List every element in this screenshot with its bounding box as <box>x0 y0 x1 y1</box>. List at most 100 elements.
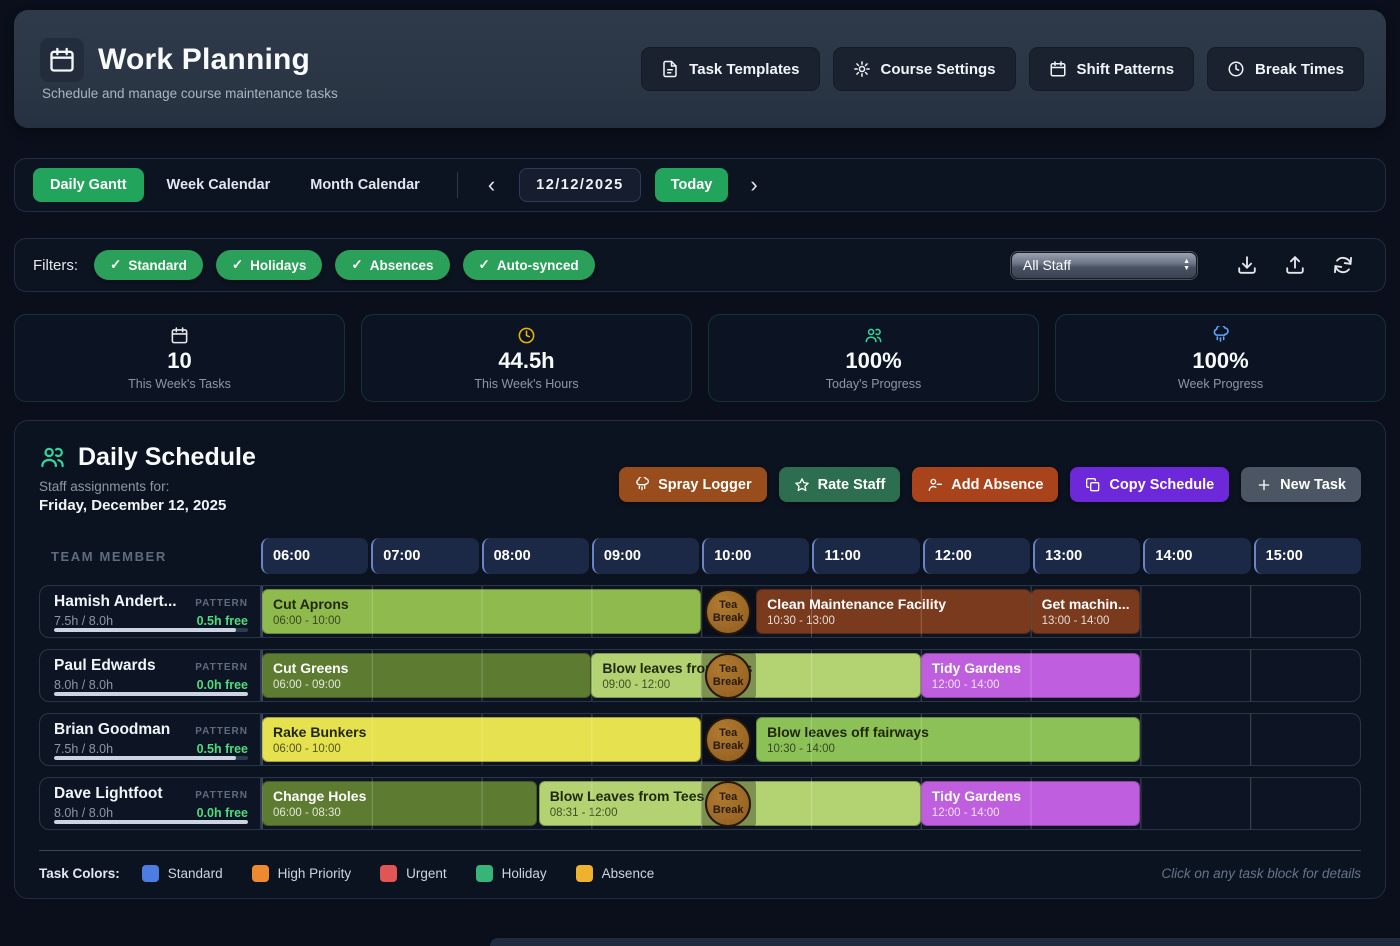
task-block-change-holes[interactable]: Change Holes 06:00 - 08:30 <box>262 781 537 826</box>
filter-pill-standard[interactable]: ✓ Standard <box>94 250 203 280</box>
legend-swatch <box>251 865 269 882</box>
task-block-blow-leaves-from-tees[interactable]: Blow leaves from Tees 09:00 - 12:00 <box>591 653 921 698</box>
date-input[interactable]: 12/12/2025 <box>519 168 641 202</box>
prev-day-button[interactable]: ‹ <box>487 172 496 197</box>
toolbar-divider <box>456 172 458 198</box>
time-slot-0900: 09:00 <box>591 538 700 574</box>
member-hours: 7.5h / 8.0h <box>54 742 114 756</box>
break-times-button[interactable]: Break Times <box>1207 47 1364 91</box>
row-timeline: Rake Bunkers 06:00 - 10:00 Blow leaves off… <box>262 714 1360 765</box>
time-slot-1300: 13:00 <box>1033 538 1141 574</box>
member-hours: 8.0h / 8.0h <box>54 678 114 692</box>
task-block-cut-aprons[interactable]: Cut Aprons 06:00 - 10:00 <box>262 589 702 634</box>
clock-icon <box>1227 60 1245 78</box>
course-settings-button[interactable]: Course Settings <box>832 47 1016 91</box>
task-block-get-machin-[interactable]: Get machin... 13:00 - 14:00 <box>1030 589 1141 634</box>
pattern-label: PATTERN <box>195 790 248 801</box>
filters-label: Filters: <box>33 256 78 274</box>
row-timeline: Cut Greens 06:00 - 09:00 Blow leaves from … <box>262 650 1360 701</box>
task-block-rake-bunkers[interactable]: Rake Bunkers 06:00 - 10:00 <box>262 717 702 762</box>
tab-daily-gantt[interactable]: Daily Gantt <box>33 168 144 202</box>
download-icon[interactable] <box>1223 254 1271 276</box>
select-arrows-icon: ▲ ▼ <box>1183 257 1190 272</box>
stat-value: 44.5h <box>498 347 555 373</box>
daily-schedule-card: Daily Schedule Staff assignments for: Fr… <box>14 420 1386 899</box>
rate-staff-button[interactable]: Rate Staff <box>778 467 901 502</box>
tea-break-marker[interactable]: Tea Break <box>705 780 752 827</box>
task-templates-button[interactable]: Task Templates <box>641 47 820 91</box>
legend-items: Standard High Priority Urgent Holiday Absenc… <box>141 865 683 882</box>
time-slot-0600: 06:00 <box>261 538 369 574</box>
member-progress-bar <box>54 756 248 760</box>
member-free-hours: 0.5h free <box>196 614 248 628</box>
filters-bar: Filters: ✓ Standard ✓ Holidays ✓ Absences ✓ Aut… <box>14 238 1386 292</box>
task-block-tidy-gardens[interactable]: Tidy Gardens 12:00 - 14:00 <box>920 653 1141 698</box>
calendar-icon <box>170 326 189 345</box>
team-member-column-label: TEAM MEMBER <box>51 548 167 564</box>
member-name: Paul Edwards <box>54 657 156 674</box>
member-cell[interactable]: Dave Lightfoot PATTERN 8.0h / 8.0h 0.0h fre… <box>40 778 262 829</box>
stat-card-this-week-s-tasks: 10 This Week's Tasks <box>14 314 345 402</box>
filter-pill-auto-synced[interactable]: ✓ Auto-synced <box>462 250 595 280</box>
file-text-icon <box>661 60 679 78</box>
app-header: Work Planning Schedule and manage course… <box>14 10 1386 128</box>
page-title: Work Planning <box>98 42 311 76</box>
shift-patterns-button[interactable]: Shift Patterns <box>1028 47 1195 91</box>
time-slot-1400: 14:00 <box>1143 538 1251 574</box>
gantt-rows: Hamish Andert... PATTERN 7.5h / 8.0h 0.5h f… <box>39 585 1361 830</box>
legend-swatch <box>141 865 159 882</box>
member-cell[interactable]: Paul Edwards PATTERN 8.0h / 8.0h 0.0h free <box>40 650 262 701</box>
tab-week-calendar[interactable]: Week Calendar <box>166 177 271 193</box>
schedule-title: Daily Schedule <box>78 443 256 471</box>
schedule-date: Friday, December 12, 2025 <box>39 497 227 514</box>
time-slot-1100: 11:00 <box>812 538 920 574</box>
timeline-header: TEAM MEMBER 06:00 07:00 08:00 09:00 10:00 11:… <box>39 538 1361 574</box>
copy-schedule-button[interactable]: Copy Schedule <box>1070 467 1230 502</box>
new-task-button[interactable]: New Task <box>1241 467 1361 502</box>
member-name: Brian Goodman <box>54 721 171 738</box>
member-progress-bar <box>54 692 248 696</box>
gantt-row-brian-goodman: Brian Goodman PATTERN 7.5h / 8.0h 0.5h free… <box>39 713 1361 766</box>
stat-value: 100% <box>845 347 902 373</box>
page-subtitle: Schedule and manage course maintenance t… <box>42 85 338 101</box>
refresh-icon[interactable] <box>1319 254 1367 276</box>
staff-filter-value: All Staff <box>1023 257 1071 273</box>
task-block-tidy-gardens[interactable]: Tidy Gardens 12:00 - 14:00 <box>920 781 1141 826</box>
today-button[interactable]: Today <box>654 168 729 202</box>
tea-break-marker[interactable]: Tea Break <box>705 652 752 699</box>
filter-pills: ✓ Standard ✓ Holidays ✓ Absences ✓ Auto-synced <box>94 250 608 280</box>
task-block-cut-greens[interactable]: Cut Greens 06:00 - 09:00 <box>262 653 592 698</box>
staff-filter-select[interactable]: All Staff ▲ ▼ <box>1011 251 1197 279</box>
filter-pill-holidays[interactable]: ✓ Holidays <box>215 250 323 280</box>
check-icon: ✓ <box>231 257 244 272</box>
time-slot-1000: 10:00 <box>702 538 810 574</box>
upload-icon[interactable] <box>1271 254 1319 276</box>
member-cell[interactable]: Brian Goodman PATTERN 7.5h / 8.0h 0.5h free <box>40 714 262 765</box>
view-tabs: Daily Gantt Week Calendar Month Calendar <box>33 168 437 202</box>
tab-month-calendar[interactable]: Month Calendar <box>310 177 420 193</box>
copy-icon <box>1085 477 1101 493</box>
gantt-row-hamish-andert-: Hamish Andert... PATTERN 7.5h / 8.0h 0.5h f… <box>39 585 1361 638</box>
cloud-rain-icon <box>1211 325 1230 345</box>
stat-value: 10 <box>167 347 192 373</box>
task-block-clean-maintenance-facility[interactable]: Clean Maintenance Facility 10:30 - 13:00 <box>756 589 1031 634</box>
stat-label: This Week's Hours <box>474 376 579 391</box>
gear-icon <box>853 60 871 78</box>
next-day-button[interactable]: › <box>750 172 758 197</box>
legend-hint: Click on any task block for details <box>1161 866 1361 881</box>
filter-pill-absences[interactable]: ✓ Absences <box>335 250 450 280</box>
schedule-actions: Spray Logger Rate Staff Add Absence Copy Sc… <box>619 467 1361 502</box>
member-cell[interactable]: Hamish Andert... PATTERN 7.5h / 8.0h 0.5h f… <box>40 586 262 637</box>
tea-break-marker[interactable]: Tea Break <box>705 588 752 635</box>
add-absence-button[interactable]: Add Absence <box>912 467 1059 502</box>
legend-swatch <box>380 865 398 882</box>
header-buttons: Task Templates Course Settings Shift Patte… <box>641 47 1364 91</box>
spray-logger-button[interactable]: Spray Logger <box>619 467 767 502</box>
pattern-label: PATTERN <box>195 726 248 737</box>
tea-break-marker[interactable]: Tea Break <box>705 716 752 763</box>
task-block-blow-leaves-off-fairways[interactable]: Blow leaves off fairways 10:30 - 14:00 <box>756 717 1141 762</box>
legend-row: Task Colors: Standard High Priority Urgent… <box>39 850 1361 882</box>
star-icon <box>794 477 810 493</box>
member-progress-bar <box>54 820 248 824</box>
app-header-left: Work Planning Schedule and manage course… <box>40 37 338 101</box>
